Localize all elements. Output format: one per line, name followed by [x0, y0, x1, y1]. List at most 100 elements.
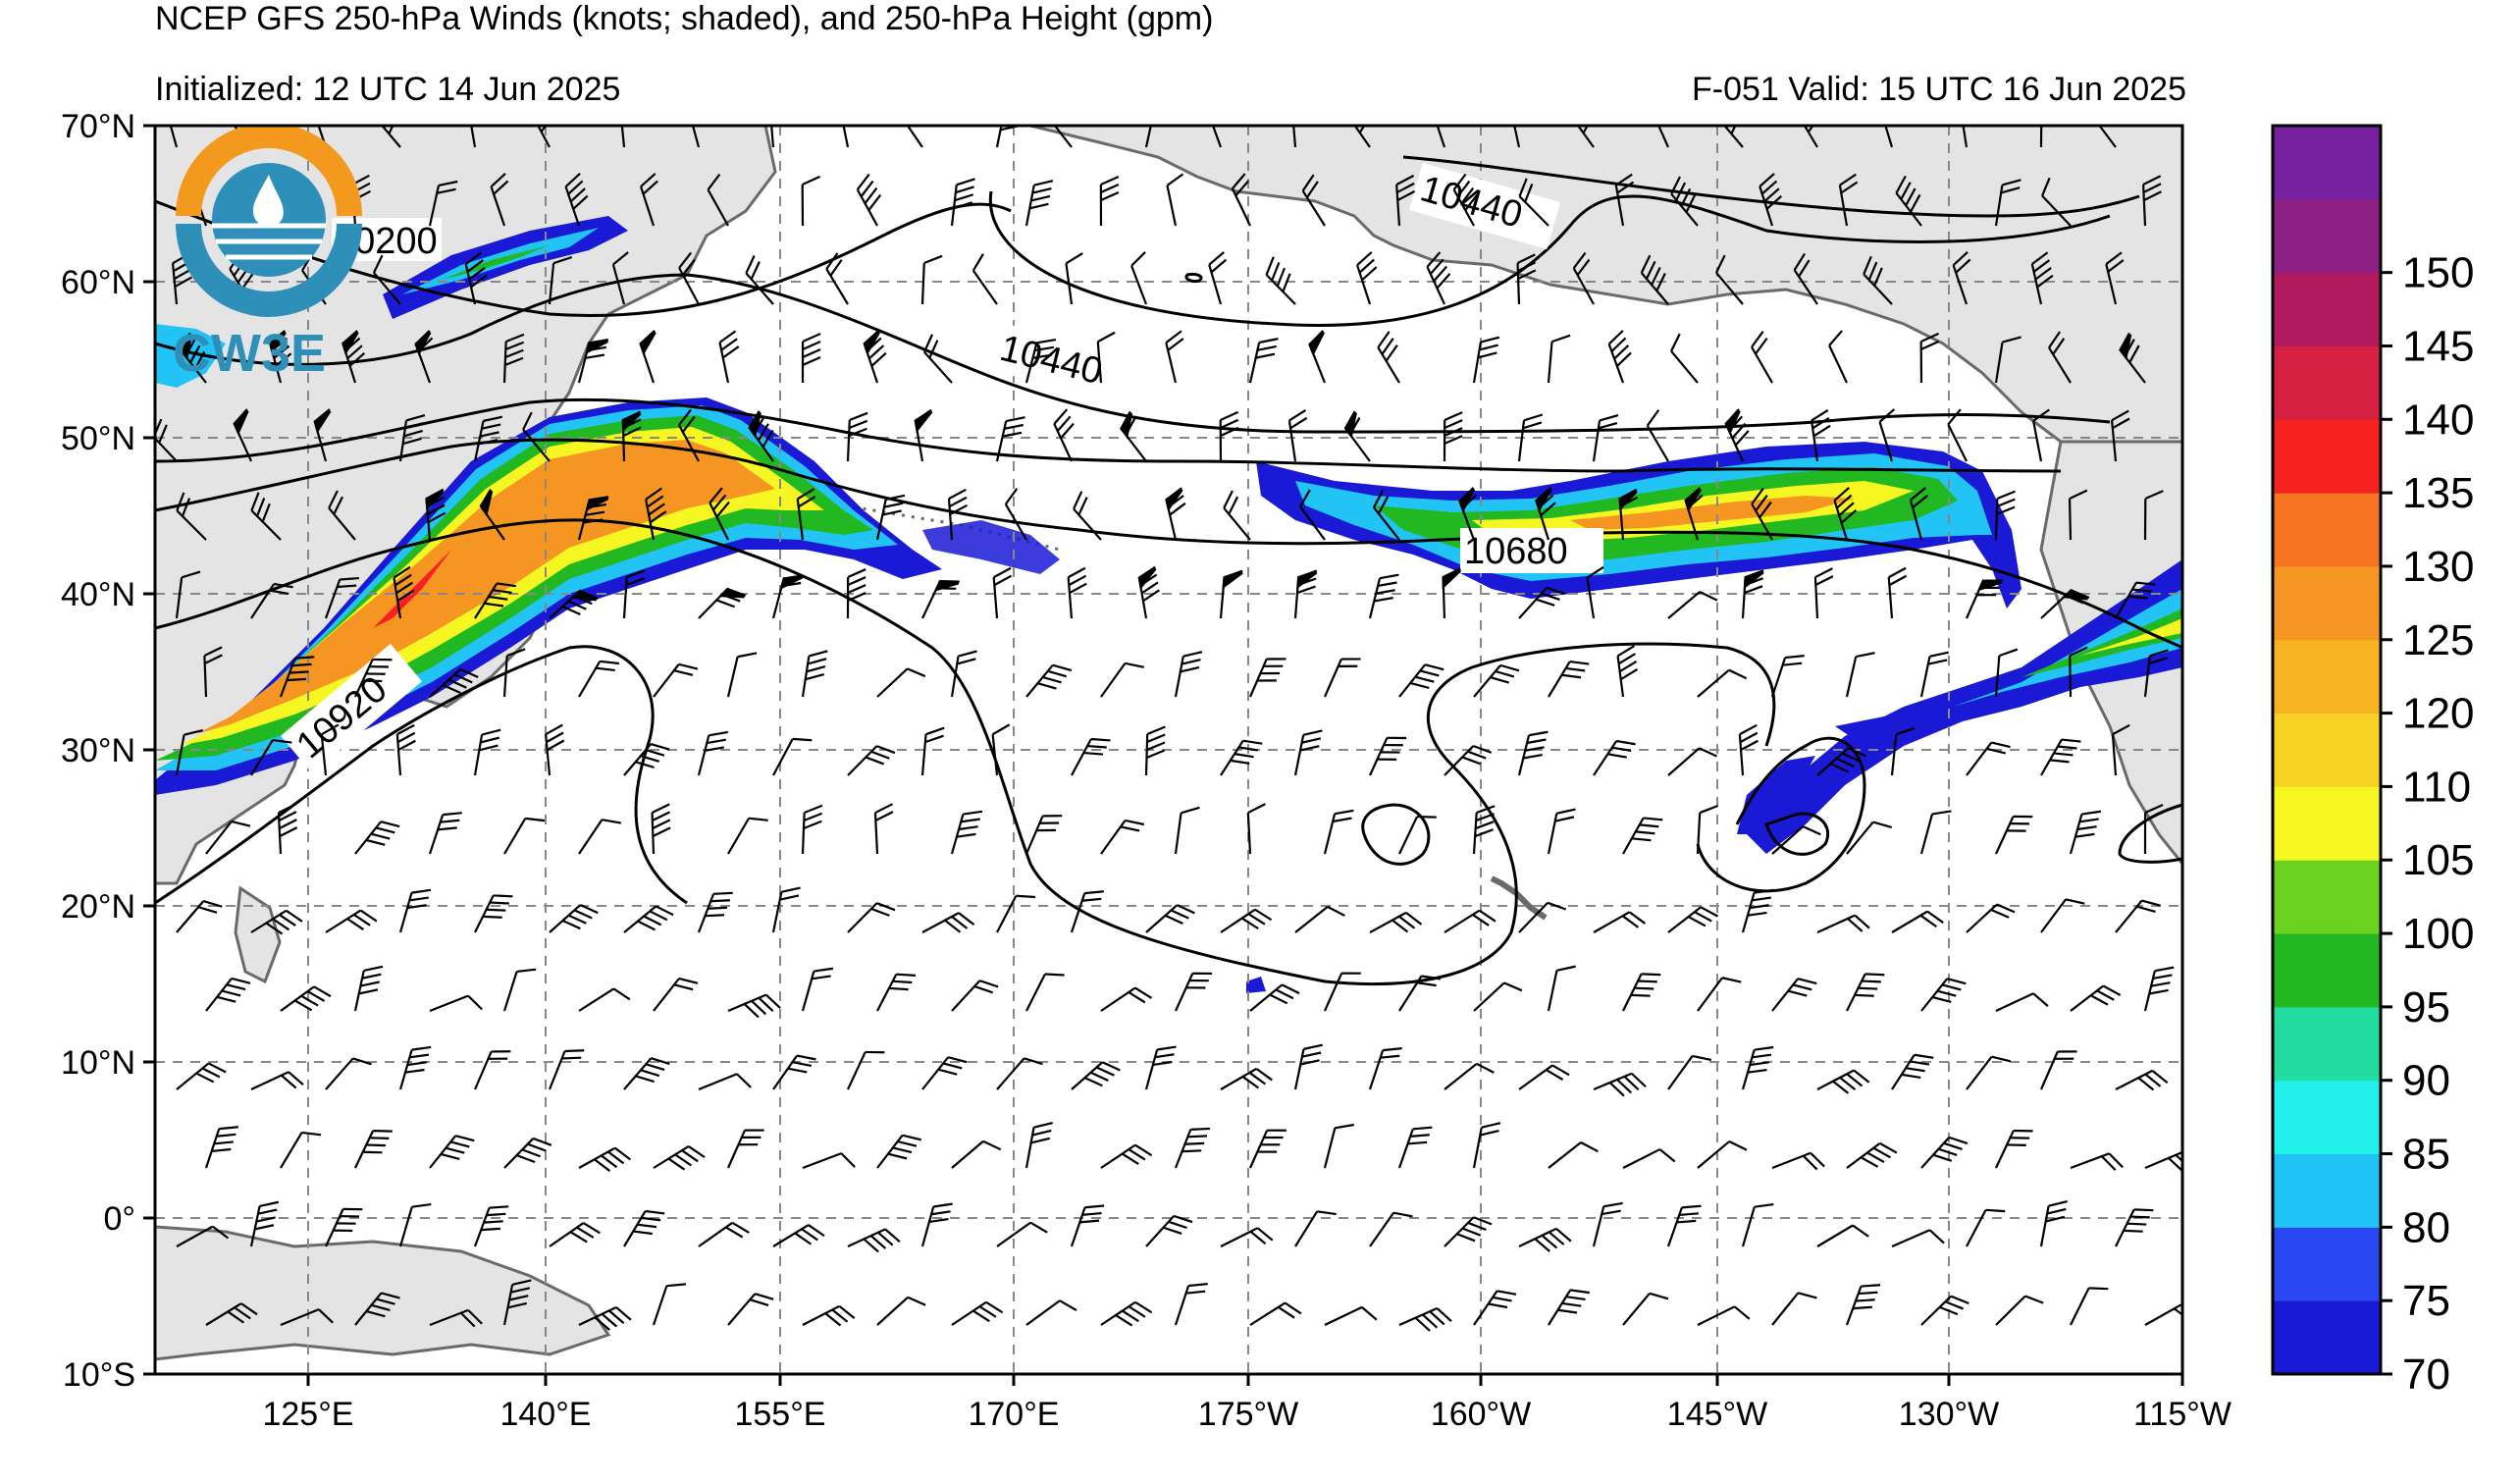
lon-label-115W: 115°W [2133, 1396, 2231, 1433]
wind-barb [2110, 409, 2130, 462]
wind-barb [1547, 965, 1576, 1012]
wind-barb [727, 993, 781, 1019]
wind-barb [1697, 668, 1748, 698]
wind-barb [1473, 981, 1523, 1012]
wind-barb [1846, 973, 1885, 1012]
wind-barb [1323, 809, 1354, 855]
colorbar-segment [2273, 1153, 2381, 1228]
wind-barb [2143, 804, 2164, 855]
lon-label-125E: 125°E [262, 1396, 353, 1433]
wind-barb [1369, 1211, 1413, 1247]
wind-barb [951, 980, 999, 1012]
wind-barb [1640, 254, 1669, 305]
colorbar-segment [2273, 419, 2381, 494]
wind-barb [175, 729, 203, 776]
wind-barb [697, 891, 733, 933]
wind-barb [1535, 487, 1556, 541]
wind-barb [325, 1057, 372, 1090]
latitude-labels: 70°N 60°N 50°N 40°N 30°N 20°N 10°N 0° 10… [61, 108, 135, 1394]
colorbar-segment [2273, 639, 2381, 715]
wind-barb [709, 487, 730, 541]
wind-barb [1045, 126, 1073, 148]
lon-label-170E: 170°E [968, 1396, 1059, 1433]
colorbar-tick-label: 150 [2402, 249, 2474, 297]
wind-barb [1442, 567, 1462, 619]
wind-barb [398, 414, 426, 462]
wind-barb [474, 582, 516, 619]
wind-barb [1099, 175, 1120, 227]
wind-barb [914, 408, 933, 462]
wind-barb [464, 251, 488, 305]
wind-barb [1377, 331, 1400, 384]
wind-barb [1771, 978, 1817, 1012]
wind-barb [429, 994, 483, 1013]
wind-barb [847, 745, 896, 776]
wind-barb [578, 819, 622, 855]
wind-barb [1025, 1299, 1077, 1326]
wind-barb [429, 667, 479, 698]
wind-barb [1324, 1305, 1378, 1326]
wind-barb [398, 1045, 432, 1090]
wind-barb [1833, 487, 1858, 541]
wind-barb [1592, 1201, 1623, 1247]
wind-barb [1248, 338, 1279, 384]
lat-label-40N: 40°N [61, 576, 135, 613]
wind-barb [1966, 1208, 2006, 1247]
wind-barb [205, 1302, 258, 1326]
wind-barb [1966, 741, 2011, 776]
wind-barb [545, 723, 565, 776]
wind-barb [1265, 256, 1296, 305]
wind-barb [2030, 251, 2054, 305]
wind-barb [623, 1057, 670, 1090]
wind-barb [280, 985, 332, 1012]
colorbar-tick-label: 105 [2402, 836, 2474, 884]
wind-barb [473, 1205, 509, 1247]
lat-label-60N: 60°N [61, 264, 135, 301]
wind-barb [2039, 1050, 2077, 1090]
wind-barb [2111, 723, 2130, 776]
wind-barb [1100, 986, 1153, 1012]
wind-barb [698, 1221, 750, 1247]
wind-barb [2069, 646, 2088, 698]
wind-barb [324, 576, 359, 619]
wind-barb [268, 330, 292, 384]
wind-barb [502, 648, 526, 698]
wind-barb [1622, 817, 1663, 855]
lon-label-160W: 160°W [1431, 1396, 1531, 1433]
colorbar-segment [2273, 493, 2381, 567]
wind-barb [772, 737, 813, 776]
wind-barb [372, 254, 401, 305]
wind-barb [473, 1050, 511, 1090]
wind-barb [1144, 1045, 1177, 1090]
wind-barb [876, 667, 926, 698]
wind-barb [801, 804, 823, 855]
wind-barb [1684, 487, 1704, 541]
wind-barb [1145, 1214, 1193, 1247]
wind-barb [951, 1300, 1004, 1326]
wind-barb [313, 408, 332, 462]
wind-barb [1994, 490, 2016, 541]
wind-barb [1518, 901, 1567, 933]
wind-barb [503, 817, 546, 855]
wind-barb [1618, 488, 1639, 541]
wind-barb [707, 173, 729, 227]
wind-barb [1473, 1290, 1517, 1326]
wind-barb [847, 902, 896, 933]
colorbar-tick-label: 110 [2402, 763, 2471, 811]
wind-barb [2089, 126, 2117, 148]
wind-barb [1249, 983, 1300, 1012]
wind-barb [479, 489, 505, 541]
wind-barb [2040, 738, 2081, 776]
wind-barb [1397, 1126, 1433, 1169]
wind-barb [1368, 1047, 1402, 1090]
wind-barb [1024, 180, 1054, 227]
wind-barb [995, 416, 1025, 462]
wind-barb [203, 646, 223, 698]
wind-barb [1547, 808, 1576, 855]
wind-barb [1299, 489, 1326, 541]
wind-barb [1741, 1045, 1774, 1090]
wind-barb [1220, 1227, 1274, 1247]
wind-barb [2070, 1287, 2109, 1326]
wind-barb [698, 587, 747, 619]
wind-barb [320, 723, 340, 776]
